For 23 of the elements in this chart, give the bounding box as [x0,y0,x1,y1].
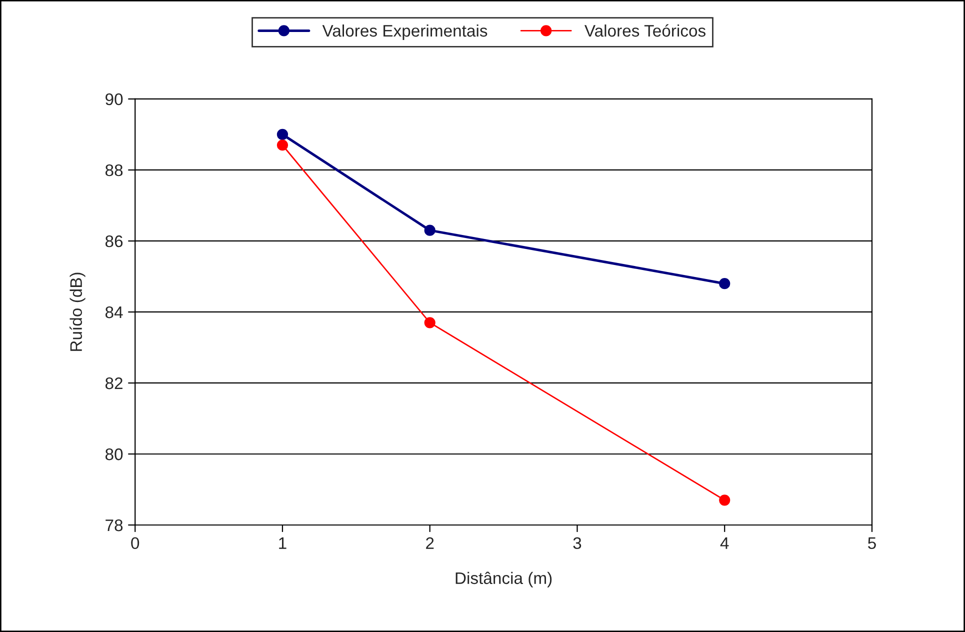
x-tick-label: 0 [131,537,140,550]
legend-label: Valores Teóricos [584,24,706,37]
x-tick-label: 3 [573,537,582,550]
point [719,278,730,290]
y-tick-label: 82 [105,377,122,390]
y-tick-label: 88 [105,164,123,176]
y-tick-label: 78 [106,519,123,532]
point [276,140,288,151]
legend-label: Valores Experimentais [322,24,488,40]
point [424,317,436,328]
y-tick-label: 86 [105,235,123,248]
point [276,128,288,140]
y-tick-label: 84 [105,306,123,318]
x-axis-title: Distância (m) [456,572,552,588]
x-tick-label: 4 [720,537,729,549]
y-tick-label: 80 [105,448,123,460]
x-tick-label: 5 [868,537,876,550]
point [719,494,730,506]
x-tick-label: 1 [279,537,286,549]
point [424,224,436,236]
x-tick-label: 2 [426,537,434,549]
y-tick-label: 90 [106,93,123,106]
y-axis-title: Ruído (dB) [70,272,86,351]
